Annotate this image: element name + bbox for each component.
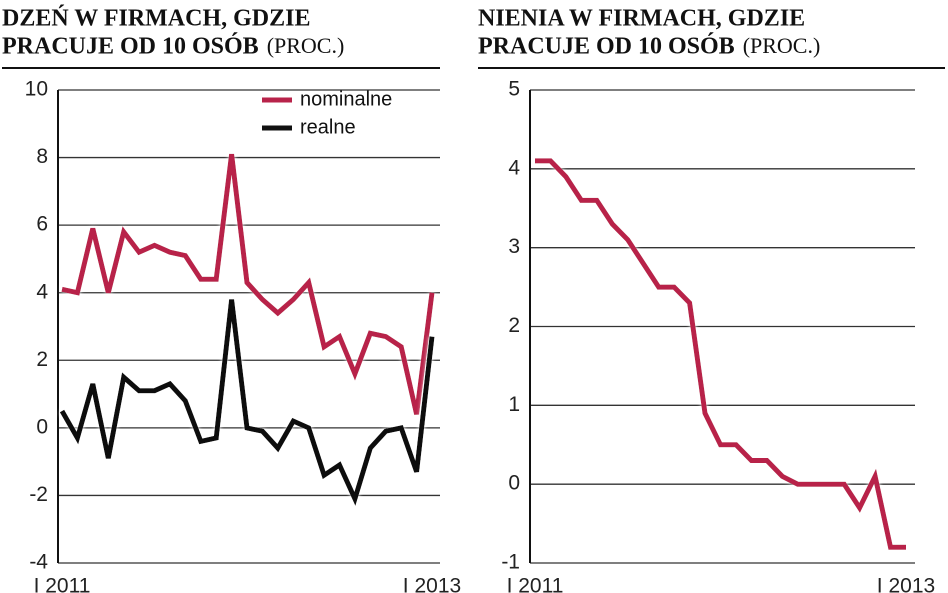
- unit-label: (PROC.): [743, 33, 821, 58]
- y-tick-label: 0: [36, 415, 48, 438]
- y-tick-label: -4: [29, 551, 48, 574]
- chart-title: NIENIA W FIRMACH, GDZIE: [478, 6, 805, 32]
- x-tick-label: I 2011: [507, 575, 564, 593]
- chart-title: PRACUJE OD 10 OSÓB: [478, 33, 735, 60]
- y-tick-label: -2: [29, 483, 48, 506]
- y-tick-label: 2: [508, 314, 520, 337]
- unit-label: (PROC.): [267, 33, 345, 58]
- y-tick-label: 0: [508, 472, 520, 495]
- x-tick-label: I 2011: [34, 575, 91, 593]
- y-tick-label: 5: [508, 78, 520, 101]
- y-tick-label: 3: [508, 235, 520, 258]
- legend-label: realne: [300, 116, 356, 138]
- chart-title: PRACUJE OD 10 OSÓB: [2, 33, 259, 60]
- y-tick-label: 8: [36, 145, 48, 168]
- chart-title: DZEŃ W FIRMACH, GDZIE: [2, 6, 310, 32]
- y-tick-label: -1: [501, 551, 520, 574]
- legend-label: nominalne: [300, 88, 392, 110]
- y-tick-label: 1: [508, 393, 520, 416]
- y-tick-label: 4: [36, 280, 48, 303]
- y-tick-label: 2: [36, 348, 48, 371]
- data-line: [61, 153, 435, 415]
- data-line: [59, 299, 435, 506]
- y-tick-label: 4: [508, 156, 520, 179]
- y-tick-label: 6: [36, 213, 48, 236]
- y-tick-label: 10: [25, 78, 48, 101]
- x-tick-label: I 2013: [403, 575, 461, 593]
- data-line: [535, 158, 906, 550]
- x-tick-label: I 2013: [877, 575, 935, 593]
